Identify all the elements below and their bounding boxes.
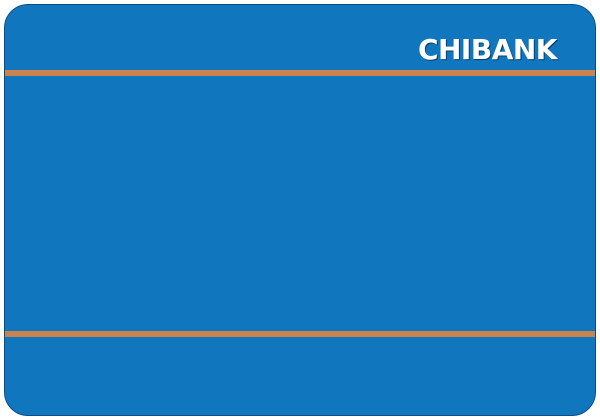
bank-card: CHIBANK (4, 4, 596, 416)
brand-name: CHIBANK (417, 33, 558, 66)
top-stripe (5, 70, 595, 76)
bottom-stripe (5, 331, 595, 337)
